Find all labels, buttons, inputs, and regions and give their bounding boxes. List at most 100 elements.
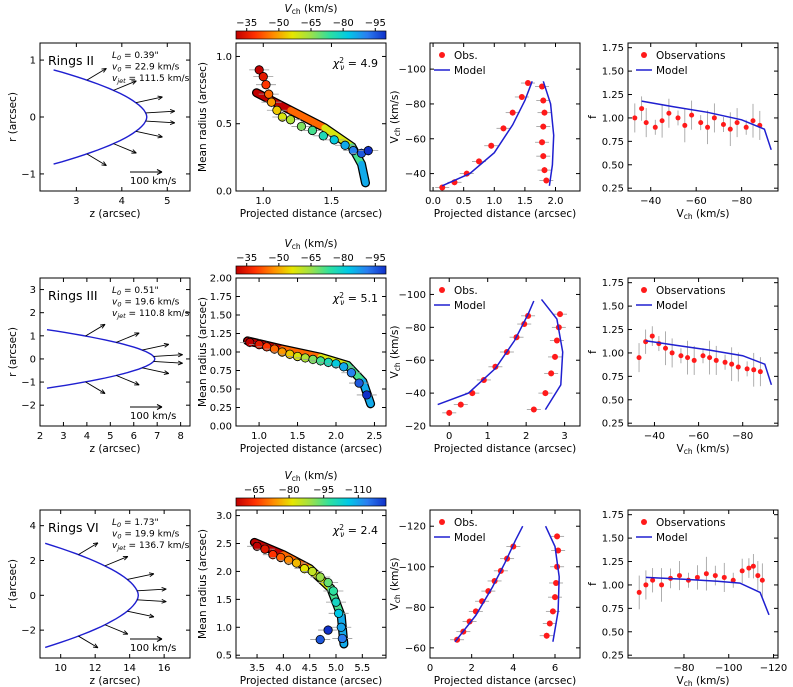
legend-obs-label: Observations — [656, 50, 725, 62]
f-obs-point — [685, 355, 691, 361]
param-symbol: v — [112, 63, 118, 73]
pv-obs-point — [552, 353, 558, 360]
x-tick-label: 1.0 — [255, 196, 271, 207]
chi-sup: 2 — [339, 56, 344, 65]
pv-obs-point — [488, 142, 495, 149]
velocity-arrow — [145, 110, 175, 114]
bowshock-clip — [53, 67, 176, 167]
colorbar-tick-label: −65 — [300, 253, 321, 264]
obs-point — [318, 131, 328, 141]
f-obs-point — [739, 568, 745, 574]
x-tick-label: −80 — [732, 431, 753, 442]
f-obs-point — [751, 367, 757, 373]
arrow-head — [169, 109, 176, 114]
obs-point — [334, 608, 344, 618]
f-obs-point — [649, 333, 655, 339]
param-label: vjet = 111.5 km/s — [112, 74, 190, 85]
model-band-segment — [287, 107, 328, 132]
x-tick-label: −120 — [760, 663, 787, 674]
colorbar-tick-label: −95 — [365, 253, 386, 264]
x-tick-label: 10 — [54, 663, 67, 674]
f-obs-point — [643, 120, 649, 126]
colorbar-tick-label: −95 — [313, 485, 334, 496]
bowshock-clip — [46, 323, 183, 394]
obs-point — [254, 65, 264, 75]
f-obs-point — [652, 124, 658, 130]
y-axis-label: Vch (km/s) — [389, 91, 402, 144]
pv-obs-point — [475, 158, 482, 165]
bowshock-curve — [44, 542, 140, 649]
velocity-arrow — [116, 375, 140, 386]
y-tick-label: 0.5 — [216, 119, 232, 130]
y-tick-label: 1 — [30, 331, 36, 342]
bowshock-curve — [53, 69, 148, 165]
legend-obs-marker — [439, 287, 445, 293]
y-tick-label: 0.75 — [210, 366, 232, 377]
f-obs-point — [669, 350, 675, 356]
param-sub: 0 — [117, 533, 121, 541]
y-tick-label: 1.0 — [216, 52, 232, 63]
y-tick-label: 1.50 — [210, 311, 232, 322]
pv-obs-point — [555, 547, 562, 554]
velocity-arrow — [104, 624, 129, 635]
velocity-arrow — [153, 354, 183, 357]
obs-point — [340, 140, 350, 150]
panel-pv: 0 2 4 6 −60 −80 −100 −120 Projected distance (ar… — [389, 509, 581, 687]
param-symbol: v — [112, 74, 118, 84]
y-tick-label: 0 — [30, 354, 36, 365]
obs-point — [323, 625, 333, 635]
y-tick-label: −2 — [21, 401, 36, 412]
row-1: 3 4 5 −1 0 1 z (arcsec) r (arcsec) 100 km/s Rings… — [7, 3, 779, 221]
param-label: vjet = 136.7 km/s — [112, 541, 190, 552]
y-tick-label: 0.0 — [216, 187, 232, 198]
arrow-head — [134, 381, 140, 386]
pv-obs-point — [439, 184, 446, 191]
colorbar-tick-label: −35 — [236, 18, 257, 29]
f-obs-point — [759, 577, 765, 583]
arrow-head — [134, 332, 140, 337]
x-axis-label: Vch (km/s) — [677, 443, 730, 456]
row-2: 2 3 4 5 6 7 8 −2 −1 0 1 2 3 z (arcsec) r (arcsec) 100 k… — [7, 238, 779, 456]
obs-point — [285, 349, 295, 359]
param-value: = 0.51" — [121, 286, 158, 296]
colorbar-label: Vch (km/s) — [285, 238, 338, 251]
colorbar — [235, 497, 387, 507]
f-obs-point — [694, 574, 700, 580]
param-label: L0 = 0.51" — [112, 286, 159, 297]
chi-symbol: χ — [332, 524, 340, 537]
ring-name: Rings II — [48, 53, 94, 68]
y-tick-label: −80 — [405, 99, 426, 110]
x-tick-label: −60 — [686, 196, 707, 207]
f-obs-point — [659, 118, 665, 124]
arrow-head — [131, 149, 137, 154]
legend-model-label: Model — [454, 65, 486, 77]
y-axis-label: Mean radius (arcsec) — [197, 297, 209, 407]
axes-frame — [235, 42, 387, 192]
velocity-arrow — [137, 599, 167, 603]
obs-point — [262, 342, 272, 352]
y-tick-label: −100 — [399, 65, 426, 76]
axes-frame — [429, 277, 581, 427]
f-obs-point — [722, 359, 728, 365]
colorbar-tick-label: −35 — [236, 253, 257, 264]
obs-point — [300, 353, 310, 363]
obs-point — [315, 634, 325, 645]
chi-sup: 2 — [339, 291, 344, 300]
x-tick-label: 0 — [446, 431, 452, 442]
x-axis-label: Projected distance (arcsec) — [434, 675, 576, 687]
obs-point — [284, 555, 294, 565]
chi2-label: χ2 ν = 2.4 — [332, 523, 378, 539]
unit: (km/s) — [389, 326, 401, 363]
colorbar-label: Vch (km/s) — [285, 3, 338, 16]
obs-point — [337, 633, 347, 644]
arrow-head — [161, 586, 167, 592]
y-tick-label: 4 — [30, 521, 36, 532]
arrow-head — [177, 360, 183, 366]
param-sub: 0 — [117, 66, 121, 74]
y-tick-label: 0 — [30, 113, 36, 124]
colorbar-unit: (km/s) — [301, 238, 338, 250]
y-tick-label: −2 — [21, 626, 36, 637]
param-symbol: v — [112, 298, 118, 308]
pv-obs-point — [530, 406, 537, 413]
